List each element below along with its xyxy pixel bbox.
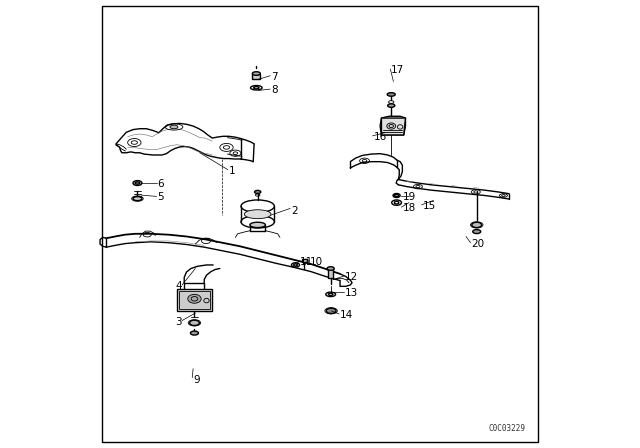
Text: 4: 4 (175, 281, 182, 291)
Ellipse shape (255, 190, 260, 194)
Text: 7: 7 (271, 72, 278, 82)
Text: 5: 5 (157, 192, 164, 202)
Ellipse shape (170, 125, 178, 129)
Text: 18: 18 (403, 203, 415, 213)
Ellipse shape (133, 197, 142, 201)
Ellipse shape (388, 104, 395, 108)
Text: 9: 9 (193, 375, 200, 385)
Ellipse shape (473, 229, 481, 233)
Text: C0C03229: C0C03229 (488, 424, 525, 433)
Text: 11: 11 (300, 257, 313, 267)
Polygon shape (179, 291, 210, 309)
Ellipse shape (189, 320, 199, 326)
Polygon shape (381, 118, 406, 135)
Text: 17: 17 (391, 65, 404, 75)
Text: 3: 3 (175, 317, 182, 327)
Bar (328, 269, 333, 278)
Text: 15: 15 (422, 201, 436, 211)
Text: 10: 10 (310, 257, 323, 267)
Text: 13: 13 (344, 288, 358, 298)
Bar (302, 259, 307, 262)
Ellipse shape (326, 308, 336, 314)
Ellipse shape (252, 72, 260, 75)
Ellipse shape (188, 294, 201, 303)
Text: 14: 14 (340, 310, 353, 320)
Ellipse shape (387, 93, 396, 96)
Ellipse shape (133, 181, 142, 185)
Text: 19: 19 (403, 192, 415, 202)
Ellipse shape (191, 331, 198, 335)
Text: 8: 8 (271, 86, 278, 95)
Ellipse shape (250, 222, 266, 228)
Text: 16: 16 (373, 132, 387, 142)
Bar (252, 73, 260, 79)
Text: 6: 6 (157, 179, 164, 189)
Text: 1: 1 (228, 166, 236, 176)
Polygon shape (177, 289, 212, 311)
Text: 12: 12 (344, 272, 358, 282)
Ellipse shape (472, 222, 482, 228)
Text: 20: 20 (472, 239, 484, 249)
Text: 2: 2 (291, 206, 298, 215)
Ellipse shape (387, 123, 396, 129)
Ellipse shape (327, 267, 334, 270)
Ellipse shape (393, 194, 400, 198)
Ellipse shape (244, 210, 271, 219)
